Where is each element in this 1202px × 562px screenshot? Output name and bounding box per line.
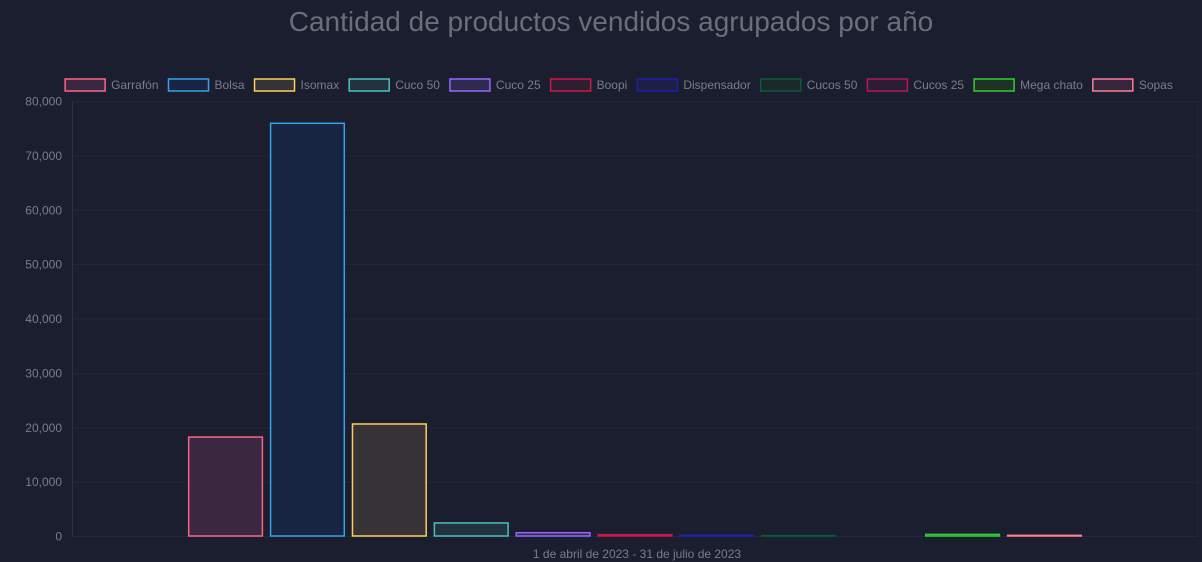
- legend-label: Mega chato: [1020, 78, 1083, 92]
- bar: [679, 534, 755, 537]
- bar: [924, 533, 1001, 537]
- bar: [597, 533, 673, 537]
- y-tick-label: 0: [55, 530, 62, 544]
- legend-label: Cucos 25: [913, 78, 964, 92]
- bar: [351, 423, 427, 537]
- y-tick-label: 20,000: [25, 421, 62, 435]
- legend-item[interactable]: Sopas: [1092, 78, 1173, 92]
- legend-swatch: [167, 78, 210, 92]
- legend-label: Cuco 25: [496, 78, 541, 92]
- legend-label: Cuco 50: [395, 78, 440, 92]
- legend-item[interactable]: Bolsa: [167, 78, 245, 92]
- legend-item[interactable]: Cuco 50: [348, 78, 440, 92]
- y-tick-label: 30,000: [25, 366, 62, 380]
- legend-item[interactable]: Mega chato: [973, 78, 1083, 92]
- bar: [515, 531, 591, 537]
- legend-item[interactable]: Cucos 25: [866, 78, 964, 92]
- legend-swatch: [549, 78, 592, 92]
- legend-item[interactable]: Cuco 25: [449, 78, 541, 92]
- legend-swatch: [1092, 78, 1134, 92]
- legend-label: Cucos 50: [807, 78, 858, 92]
- legend[interactable]: Garrafón Bolsa Isomax Cuco 50 Cuco 25 Boopi Di…: [64, 78, 1173, 92]
- legend-item[interactable]: Dispensador: [636, 78, 751, 92]
- chart-title: Cantidad de productos vendidos agrupados…: [289, 6, 933, 37]
- bar: [1006, 534, 1083, 537]
- legend-swatch: [449, 78, 491, 92]
- legend-swatch: [973, 78, 1015, 92]
- y-tick-label: 70,000: [25, 149, 62, 163]
- bars: [187, 122, 1083, 537]
- legend-swatch: [64, 78, 106, 92]
- legend-item[interactable]: Isomax: [253, 78, 340, 92]
- legend-label: Boopi: [597, 78, 628, 92]
- legend-swatch: [636, 78, 679, 92]
- legend-label: Bolsa: [215, 78, 245, 92]
- y-tick-label: 80,000: [25, 95, 62, 109]
- x-tick-label: 1 de abril de 2023 - 31 de julio de 2023: [533, 547, 741, 561]
- legend-item[interactable]: Boopi: [549, 78, 628, 92]
- legend-swatch: [866, 78, 909, 92]
- legend-swatch: [253, 78, 296, 92]
- y-tick-label: 50,000: [25, 258, 62, 272]
- legend-swatch: [759, 78, 802, 92]
- y-tick-label: 10,000: [25, 475, 62, 489]
- legend-label: Isomax: [301, 78, 340, 92]
- legend-item[interactable]: Cucos 50: [759, 78, 858, 92]
- y-tick-label: 40,000: [25, 312, 62, 326]
- legend-label: Sopas: [1139, 78, 1173, 92]
- bar: [433, 522, 509, 537]
- y-tick-label: 60,000: [25, 203, 62, 217]
- legend-swatch: [348, 78, 390, 92]
- legend-item[interactable]: Garrafón: [64, 78, 159, 92]
- bar: [269, 122, 346, 537]
- axes: 0 10,000 20,000 30,000 40,000 50,000 60,000 70,…: [25, 95, 1199, 544]
- legend-label: Dispensador: [683, 78, 750, 92]
- legend-label: Garrafón: [111, 78, 158, 92]
- bar: [187, 436, 264, 537]
